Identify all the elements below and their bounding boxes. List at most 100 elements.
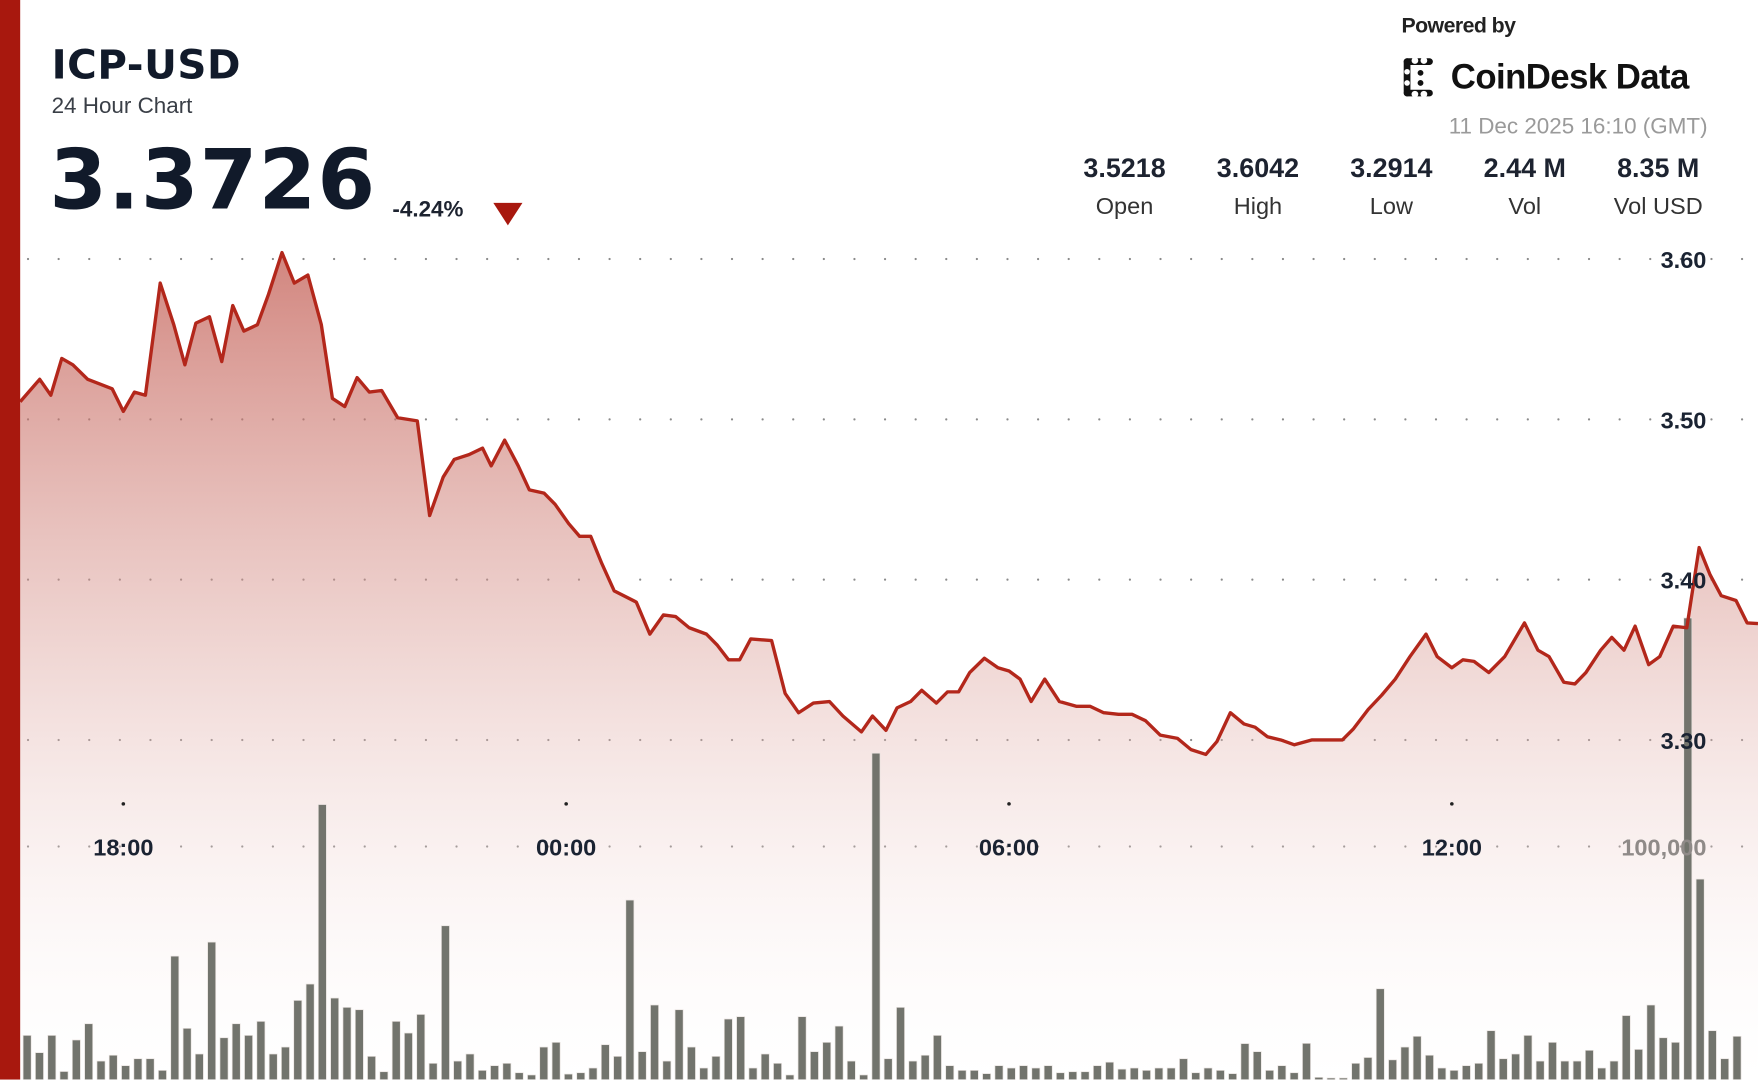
stat-value: 8.35 M (1617, 153, 1700, 184)
volume-bar (1154, 1067, 1164, 1080)
volume-bar (1228, 1073, 1237, 1080)
volume-bar (305, 983, 315, 1080)
volume-bar (317, 804, 327, 1080)
volume-bar (969, 1070, 979, 1080)
volume-bar (514, 1072, 524, 1080)
volume-bar (711, 1056, 721, 1080)
volume-bar (1351, 1062, 1361, 1080)
volume-bar (1006, 1067, 1016, 1080)
volume-bar (1105, 1061, 1114, 1080)
brand-name: CoinDesk Data (1450, 57, 1690, 97)
volume-bar (760, 1053, 770, 1080)
volume-bar (490, 1065, 499, 1080)
volume-bar (883, 1058, 893, 1080)
volume-bar (896, 1007, 905, 1080)
volume-bar (1080, 1071, 1090, 1080)
volume-bar (908, 1060, 918, 1080)
volume-bar (1216, 1070, 1225, 1080)
volume-bar (1093, 1065, 1102, 1080)
volume-tick-label: 100,000 (1621, 834, 1706, 860)
volume-bar (551, 1042, 561, 1080)
volume-bar (1339, 1077, 1348, 1080)
stat-vol-usd: 8.35 M Vol USD (1591, 154, 1726, 221)
x-tick-mark (1007, 802, 1011, 806)
volume-bar (108, 1054, 118, 1080)
volume-bar (1425, 1054, 1434, 1080)
volume-bar (600, 1044, 610, 1080)
volume-bar (1314, 1076, 1324, 1080)
volume-bar (22, 1035, 32, 1080)
volume-bar (145, 1058, 155, 1080)
volume-bar (207, 941, 217, 1080)
volume-bar (182, 1028, 192, 1080)
volume-bar (1129, 1067, 1139, 1080)
down-arrow-icon (493, 202, 523, 226)
volume-bar (1535, 1060, 1545, 1080)
volume-bar (1634, 1049, 1643, 1080)
accent-bar (0, 0, 21, 1080)
volume-bar (1486, 1030, 1496, 1080)
volume-bar (71, 1039, 81, 1080)
volume-bar (564, 1073, 573, 1080)
volume-bar (133, 1058, 143, 1080)
volume-bar (453, 1060, 463, 1080)
volume-bar (1560, 1060, 1570, 1080)
volume-bar (1142, 1070, 1151, 1080)
axis-labels: 3.30 3.40 3.50 3.60 100,000 18:00 00:00 06:00 12… (93, 247, 1706, 860)
coindesk-logo-icon (1403, 57, 1433, 98)
volume-bar (367, 1056, 376, 1080)
timestamp: 11 Dec 2025 16:10 (GMT) (1448, 114, 1708, 140)
volume-bar (416, 1014, 426, 1080)
volume-bar (84, 1023, 94, 1080)
powered-by-label: Powered by (1401, 14, 1516, 39)
volume-bar (465, 1053, 475, 1080)
volume-bar (1548, 1042, 1557, 1080)
volume-bar (687, 1046, 696, 1080)
volume-bar (1043, 1065, 1053, 1080)
volume-bar (859, 1074, 869, 1080)
stat-value: 3.2914 (1350, 153, 1433, 184)
stat-label: Vol (1508, 193, 1542, 220)
price-change: -4.24% (392, 197, 464, 222)
volume-bar (1732, 1035, 1742, 1080)
y-tick-label: 3.50 (1661, 407, 1707, 433)
volume-bar (588, 1067, 598, 1080)
volume-bar (982, 1073, 992, 1080)
x-tick-mark (564, 802, 568, 806)
volume-bar (170, 955, 180, 1080)
volume-bar (797, 1016, 807, 1080)
volume-bar (1019, 1065, 1028, 1080)
volume-bar (121, 1065, 130, 1080)
brand-logo: CoinDesk Data (1401, 56, 1690, 99)
volume-bar (650, 1004, 659, 1080)
volume-bar (1449, 1070, 1459, 1080)
volume-bar (441, 925, 450, 1080)
volume-bar (699, 1067, 709, 1080)
volume-bar (1277, 1065, 1287, 1080)
volume-bar (35, 1052, 44, 1080)
volume-bar (637, 1051, 647, 1080)
x-tick-mark (1450, 802, 1454, 806)
x-tick-label: 12:00 (1422, 834, 1482, 860)
volume-bar (1326, 1077, 1336, 1080)
stat-low: 3.2914 Low (1324, 154, 1459, 221)
stat-value: 2.44 M (1483, 153, 1566, 184)
stat-label: Open (1095, 193, 1154, 220)
x-tick-label: 00:00 (536, 834, 596, 860)
volume-bar (1609, 1060, 1619, 1080)
volume-bar (1191, 1072, 1201, 1080)
volume-bar (342, 1007, 352, 1080)
x-tick-label: 18:00 (93, 834, 153, 860)
volume-bar (1363, 1057, 1373, 1080)
volume-bar (1289, 1072, 1299, 1080)
volume-bar (281, 1046, 290, 1080)
volume-bar (933, 1035, 942, 1080)
volume-bar (994, 1065, 1004, 1080)
stat-open: 3.5218 Open (1057, 154, 1192, 221)
volume-bar (539, 1046, 549, 1080)
x-tick-label: 06:00 (979, 834, 1039, 860)
stat-high: 3.6042 High (1191, 154, 1326, 221)
volume-bar (723, 1018, 733, 1080)
stat-label: Vol USD (1613, 193, 1703, 220)
volume-bar (1498, 1058, 1508, 1080)
